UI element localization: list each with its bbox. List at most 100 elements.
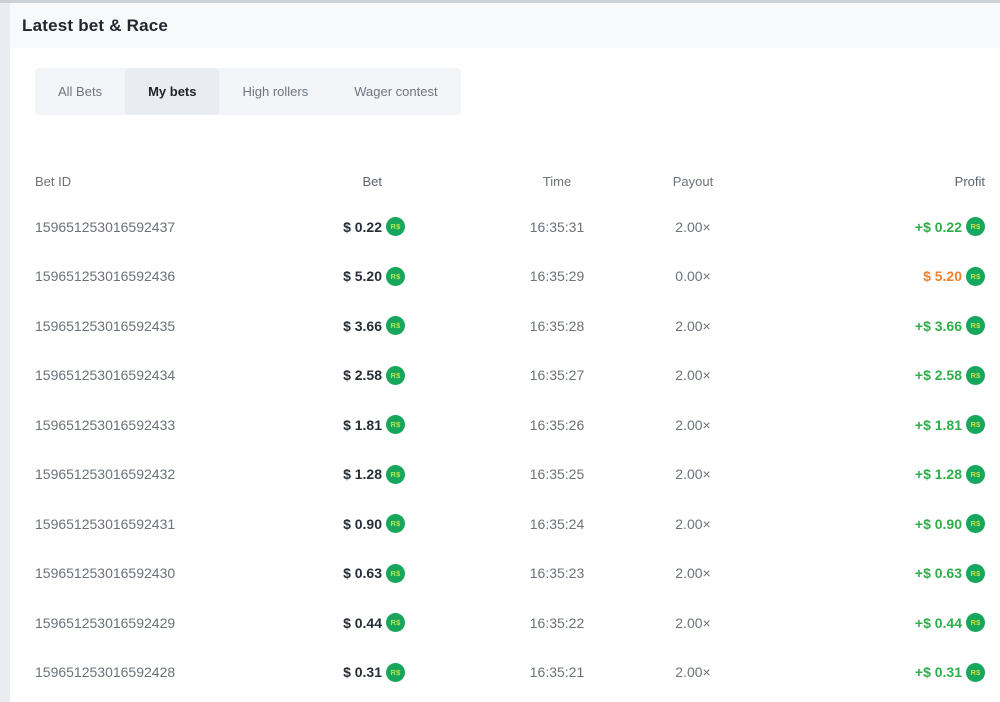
profit-cell: +$ 3.66 R$ <box>746 316 985 336</box>
bet-amount: $ 0.90 <box>343 515 382 532</box>
profit-cell: +$ 0.22 R$ <box>746 217 985 237</box>
brl-currency-icon: R$ <box>966 514 985 534</box>
bet-id-cell: 159651253016592436 <box>35 268 176 285</box>
payout-cell: 2.00× <box>675 565 711 582</box>
time-cell: 16:35:22 <box>529 614 585 631</box>
bet-id-cell: 159651253016592428 <box>35 664 176 681</box>
table-row: 159651253016592433 $ 1.81 R$ 16:35:26 2.00× +… <box>35 400 985 450</box>
table-header-row: Bet ID Bet Time Payout Profit <box>35 160 985 202</box>
bet-amount: $ 3.66 <box>343 317 382 334</box>
brl-currency-icon: R$ <box>386 415 405 435</box>
profit-cell: +$ 0.90 R$ <box>746 514 985 534</box>
bet-id-cell: 159651253016592435 <box>35 317 176 334</box>
brl-currency-icon: R$ <box>966 365 985 385</box>
profit-cell: +$ 0.63 R$ <box>746 563 985 583</box>
col-header-profit: Profit <box>954 173 985 189</box>
time-cell: 16:35:26 <box>529 416 585 433</box>
section-header: Latest bet & Race <box>10 3 1000 48</box>
payout-cell: 2.00× <box>675 416 711 433</box>
table-row: 159651253016592437 $ 0.22 R$ 16:35:31 2.00× +… <box>35 202 985 252</box>
payout-cell: 2.00× <box>675 664 711 681</box>
profit-amount: +$ 0.31 <box>914 664 962 681</box>
profit-cell: +$ 0.44 R$ <box>746 613 985 633</box>
bet-amount-cell: $ 0.90 R$ <box>250 514 405 534</box>
table-row: 159651253016592432 $ 1.28 R$ 16:35:25 2.00× +… <box>35 450 985 500</box>
bet-amount: $ 1.81 <box>343 416 382 433</box>
bet-amount: $ 1.28 <box>343 466 382 483</box>
brl-currency-icon: R$ <box>386 266 405 286</box>
brl-currency-icon: R$ <box>386 464 405 484</box>
time-cell: 16:35:28 <box>529 317 585 334</box>
brl-currency-icon: R$ <box>966 316 985 336</box>
time-cell: 16:35:25 <box>529 466 585 483</box>
table-row: 159651253016592427$ 0.22R$16:35:202.00×+… <box>35 697 985 702</box>
brl-currency-icon: R$ <box>966 563 985 583</box>
bet-amount: $ 0.63 <box>343 565 382 582</box>
bets-tabbar: All Bets My bets High rollers Wager cont… <box>35 68 461 115</box>
profit-cell: +$ 2.58 R$ <box>746 365 985 385</box>
brl-currency-icon: R$ <box>386 514 405 534</box>
profit-amount: +$ 0.63 <box>914 565 962 582</box>
table-row: 159651253016592436 $ 5.20 R$ 16:35:29 0.00× $… <box>35 252 985 302</box>
profit-amount: +$ 0.44 <box>914 614 962 631</box>
bet-amount-cell: $ 3.66 R$ <box>250 316 405 336</box>
time-cell: 16:35:29 <box>529 268 585 285</box>
bet-amount: $ 0.31 <box>343 664 382 681</box>
profit-amount: +$ 1.28 <box>914 466 962 483</box>
bet-id-cell: 159651253016592431 <box>35 515 176 532</box>
bet-amount-cell: $ 5.20 R$ <box>250 266 405 286</box>
time-cell: 16:35:21 <box>529 664 585 681</box>
bet-amount-cell: $ 0.63 R$ <box>250 563 405 583</box>
brl-currency-icon: R$ <box>966 662 985 682</box>
bet-amount-cell: $ 0.22 R$ <box>250 217 405 237</box>
tab-high-rollers[interactable]: High rollers <box>242 84 309 99</box>
payout-cell: 2.00× <box>675 317 711 334</box>
col-header-time: Time <box>542 173 572 189</box>
profit-cell: +$ 1.81 R$ <box>746 415 985 435</box>
profit-amount: +$ 3.66 <box>914 317 962 334</box>
brl-currency-icon: R$ <box>386 316 405 336</box>
bet-amount-cell: $ 0.44 R$ <box>250 613 405 633</box>
table-row: 159651253016592434 $ 2.58 R$ 16:35:27 2.00× +… <box>35 351 985 401</box>
brl-currency-icon: R$ <box>966 613 985 633</box>
bet-amount-cell: $ 0.31 R$ <box>250 662 405 682</box>
brl-currency-icon: R$ <box>386 563 405 583</box>
brl-currency-icon: R$ <box>386 217 405 237</box>
brl-currency-icon: R$ <box>966 266 985 286</box>
col-header-payout: Payout <box>672 173 714 189</box>
profit-cell: $ 5.20 R$ <box>746 266 985 286</box>
payout-cell: 2.00× <box>675 466 711 483</box>
profit-amount: $ 5.20 <box>923 268 962 285</box>
bet-amount-cell: $ 1.81 R$ <box>250 415 405 435</box>
table-body: 159651253016592437 $ 0.22 R$ 16:35:31 2.00× +… <box>35 202 985 702</box>
bet-id-cell: 159651253016592432 <box>35 466 176 483</box>
time-cell: 16:35:24 <box>529 515 585 532</box>
bet-amount-cell: $ 2.58 R$ <box>250 365 405 385</box>
brl-currency-icon: R$ <box>966 217 985 237</box>
time-cell: 16:35:27 <box>529 367 585 384</box>
tab-all-bets[interactable]: All Bets <box>58 84 103 99</box>
brl-currency-icon: R$ <box>966 415 985 435</box>
page-title: Latest bet & Race <box>22 15 169 35</box>
tab-my-bets[interactable]: My bets <box>125 68 220 115</box>
table-row: 159651253016592428 $ 0.31 R$ 16:35:21 2.00× +… <box>35 648 985 698</box>
profit-amount: +$ 1.81 <box>914 416 962 433</box>
profit-amount: +$ 2.58 <box>914 367 962 384</box>
profit-cell: +$ 0.31 R$ <box>746 662 985 682</box>
tab-wager-contest[interactable]: Wager contest <box>354 84 438 99</box>
page-background-strip <box>0 3 10 702</box>
brl-currency-icon: R$ <box>966 464 985 484</box>
profit-amount: +$ 0.90 <box>914 515 962 532</box>
latest-bets-panel: All Bets My bets High rollers Wager cont… <box>10 48 1000 702</box>
payout-cell: 2.00× <box>675 218 711 235</box>
brl-currency-icon: R$ <box>386 613 405 633</box>
profit-amount: +$ 0.22 <box>914 218 962 235</box>
table-row: 159651253016592435 $ 3.66 R$ 16:35:28 2.00× +… <box>35 301 985 351</box>
payout-cell: 2.00× <box>675 515 711 532</box>
bet-amount-cell: $ 1.28 R$ <box>250 464 405 484</box>
table-row: 159651253016592430 $ 0.63 R$ 16:35:23 2.00× +… <box>35 549 985 599</box>
col-header-bet-id: Bet ID <box>35 173 72 189</box>
bets-table: Bet ID Bet Time Payout Profit 1596512530… <box>35 160 985 702</box>
brl-currency-icon: R$ <box>386 662 405 682</box>
bet-amount: $ 2.58 <box>343 367 382 384</box>
